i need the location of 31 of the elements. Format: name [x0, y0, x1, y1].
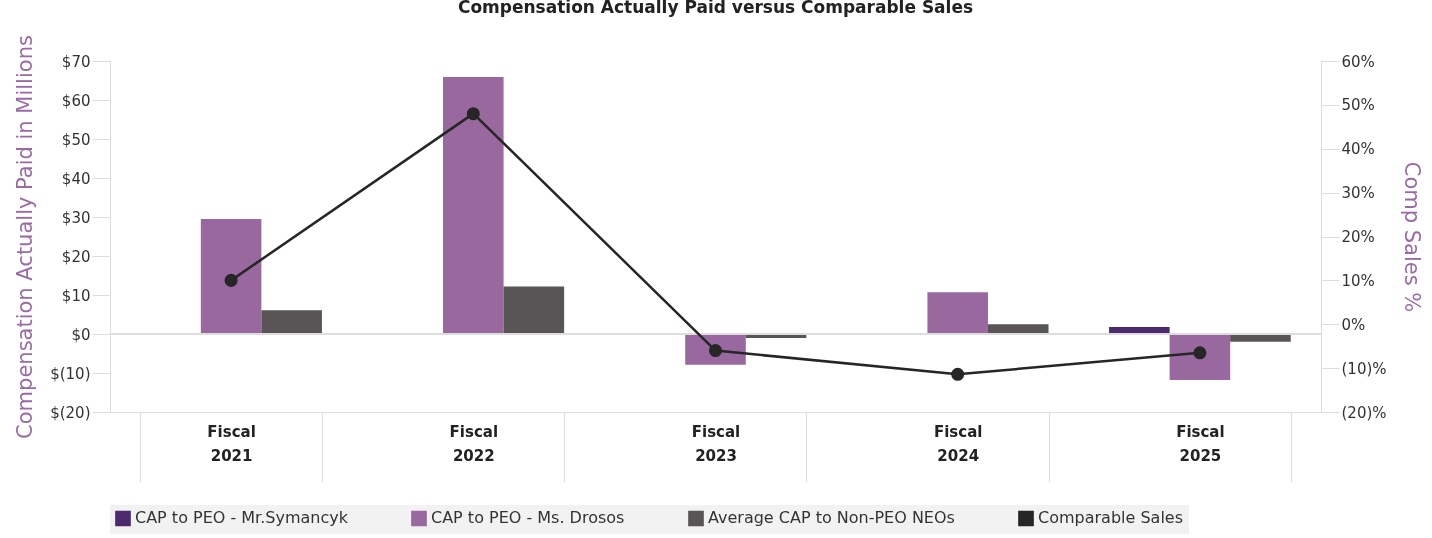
y-tick-label: $30 [61, 208, 91, 227]
y2-tick-label: 40% [1341, 140, 1375, 159]
x-tick-label: Fiscal 2021 [207, 422, 256, 465]
y-tick-label: $50 [61, 130, 91, 149]
y-tick-label: $10 [61, 286, 91, 305]
y2-tick-label: 0% [1341, 315, 1366, 334]
x-tick-label: Fiscal 2024 [933, 422, 983, 465]
y2-tick-label: (10)% [1341, 359, 1387, 378]
legend-label: CAP to PEO - Ms. Drosos [431, 508, 625, 528]
y-tick-label: $20 [61, 247, 91, 266]
y-tick-label: $70 [61, 52, 91, 71]
y-tick-label: $60 [61, 91, 91, 110]
chart-title: Compensation Actually Paid versus Comparable Sales [457, 0, 974, 17]
y2-tick-label: 20% [1341, 228, 1375, 246]
y-tick-label: $40 [61, 169, 91, 188]
legend-label: Average CAP to Non-PEO NEOs [708, 508, 955, 528]
y2-axis-title: Comp Sales % [1399, 161, 1424, 313]
x-tick-label: Fiscal 2025 [1176, 422, 1225, 465]
y-axis-title: Compensation Actually Paid in Millions [13, 35, 38, 439]
y-tick-label: $(20) [50, 403, 91, 422]
x-tick-label: Fiscal 2023 [691, 422, 741, 465]
y2-tick-label: (20)% [1341, 403, 1387, 422]
y2-tick-label: 60% [1341, 52, 1375, 71]
y2-tick-label: 30% [1341, 184, 1375, 203]
y2-tick-label: 50% [1341, 96, 1375, 115]
legend-label: Comparable Sales [1038, 508, 1184, 528]
legend-label: CAP to PEO - Mr.Symancyk [135, 508, 349, 528]
x-tick-label: Fiscal 2022 [449, 422, 499, 465]
y-tick-label: $(10) [50, 364, 91, 383]
y-tick-label: $0 [71, 325, 91, 344]
y2-tick-label: 10% [1341, 271, 1375, 290]
